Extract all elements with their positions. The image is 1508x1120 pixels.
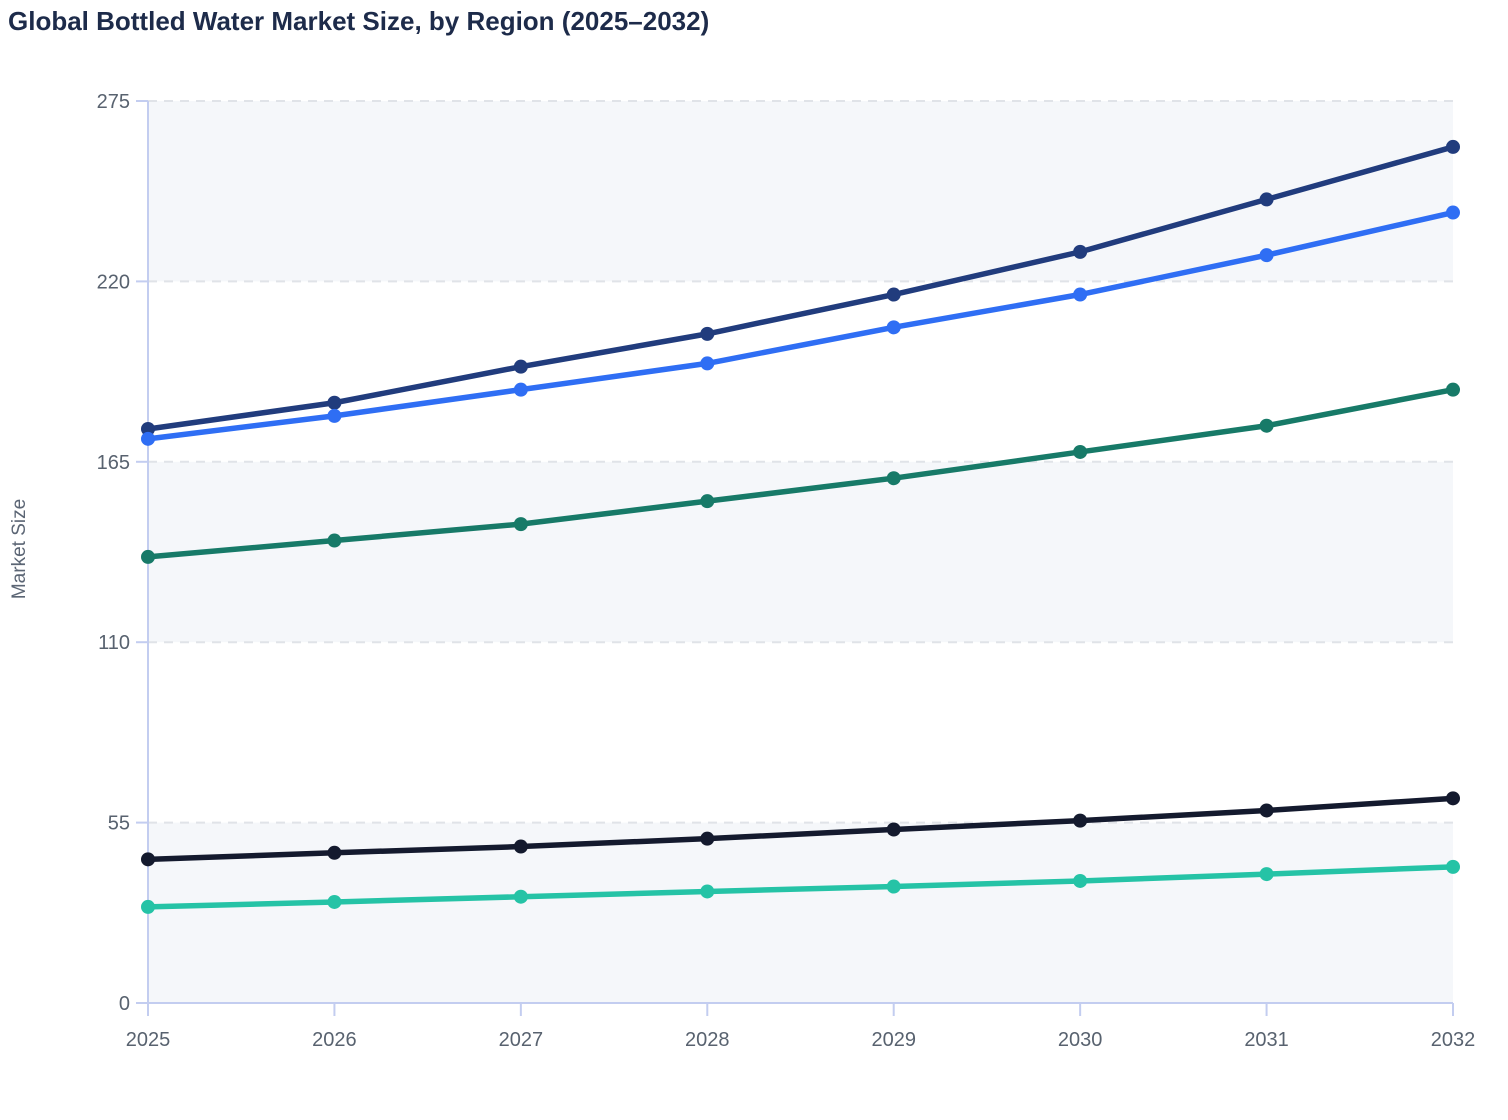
data-point-series-4-near-black-2025[interactable] (141, 852, 155, 867)
data-point-series-3-teal-green-2030[interactable] (1073, 444, 1088, 459)
series-line-series-5-turquoise (145, 864, 1456, 910)
data-point-series-5-turquoise-2026[interactable] (327, 894, 342, 909)
x-tick-label: 2028 (685, 1029, 730, 1051)
data-point-series-2-bright-blue-2028[interactable] (700, 356, 715, 371)
data-point-series-5-turquoise-2030[interactable] (1073, 873, 1088, 888)
data-point-series-4-near-black-2029[interactable] (886, 822, 901, 837)
data-point-series-1-dark-navy-2028[interactable] (700, 326, 715, 341)
y-tick-label: 110 (98, 632, 130, 654)
data-point-series-3-teal-green-2031[interactable] (1259, 418, 1274, 433)
data-point-series-3-teal-green-2027[interactable] (513, 517, 528, 532)
x-tick-label: 2031 (1244, 1029, 1289, 1051)
data-point-series-4-near-black-2027[interactable] (513, 839, 528, 854)
y-tick-label: 220 (97, 271, 130, 293)
data-point-series-2-bright-blue-2031[interactable] (1259, 248, 1274, 263)
y-tick-label: 55 (108, 813, 130, 835)
x-tick-label: 2032 (1431, 1029, 1476, 1051)
plot-band (148, 101, 1453, 282)
data-point-series-5-turquoise-2031[interactable] (1259, 867, 1274, 882)
y-tick-label: 165 (97, 452, 130, 474)
data-point-series-5-turquoise-2027[interactable] (513, 889, 528, 904)
x-tick-label: 2027 (499, 1029, 544, 1051)
data-point-series-1-dark-navy-2031[interactable] (1259, 192, 1274, 207)
data-point-series-1-dark-navy-2032[interactable] (1446, 139, 1460, 154)
y-tick-label: 0 (119, 993, 130, 1015)
series-line-series-2-bright-blue (145, 209, 1456, 442)
series-line-series-1-dark-navy (145, 144, 1456, 432)
x-tick-label: 2026 (312, 1029, 357, 1051)
x-tick-label: 2029 (871, 1029, 916, 1051)
x-tick-label: 2030 (1058, 1029, 1103, 1051)
data-point-series-3-teal-green-2028[interactable] (700, 494, 715, 509)
data-point-series-5-turquoise-2032[interactable] (1446, 859, 1460, 874)
data-point-series-3-teal-green-2032[interactable] (1446, 382, 1460, 397)
data-point-series-4-near-black-2031[interactable] (1259, 803, 1274, 818)
data-point-series-3-teal-green-2025[interactable] (141, 549, 155, 564)
data-point-series-1-dark-navy-2030[interactable] (1073, 244, 1088, 259)
data-point-series-4-near-black-2032[interactable] (1446, 791, 1460, 806)
data-point-series-3-teal-green-2029[interactable] (886, 471, 901, 486)
data-point-series-1-dark-navy-2025[interactable] (141, 422, 155, 436)
data-point-series-5-turquoise-2025[interactable] (141, 899, 155, 914)
series-line-series-4-near-black (145, 795, 1456, 863)
data-point-series-4-near-black-2030[interactable] (1073, 813, 1088, 828)
plot-band (148, 822, 1453, 1003)
data-point-series-1-dark-navy-2029[interactable] (886, 287, 901, 302)
data-point-series-1-dark-navy-2027[interactable] (513, 359, 528, 374)
series-line-series-3-teal-green (145, 386, 1456, 560)
data-point-series-4-near-black-2028[interactable] (700, 831, 715, 846)
data-point-series-2-bright-blue-2025[interactable] (141, 431, 155, 446)
data-point-series-5-turquoise-2028[interactable] (700, 884, 715, 899)
data-point-series-3-teal-green-2026[interactable] (327, 533, 342, 548)
data-point-series-2-bright-blue-2032[interactable] (1446, 205, 1460, 220)
data-point-series-2-bright-blue-2027[interactable] (513, 382, 528, 397)
data-point-series-4-near-black-2026[interactable] (327, 845, 342, 860)
data-point-series-5-turquoise-2029[interactable] (886, 879, 901, 894)
data-point-series-1-dark-navy-2026[interactable] (327, 395, 342, 410)
chart-title: Global Bottled Water Market Size, by Reg… (8, 6, 710, 36)
data-point-series-2-bright-blue-2030[interactable] (1073, 287, 1088, 302)
x-tick-label: 2025 (126, 1029, 171, 1051)
data-point-series-2-bright-blue-2026[interactable] (327, 408, 342, 423)
data-point-series-2-bright-blue-2029[interactable] (886, 320, 901, 335)
y-tick-label: 275 (97, 91, 130, 113)
